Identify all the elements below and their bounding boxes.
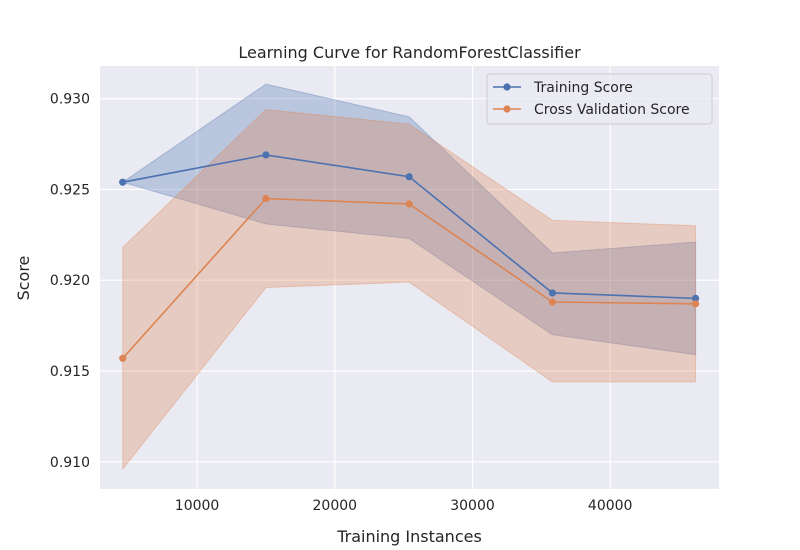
y-tick-label: 0.910	[50, 455, 90, 471]
chart-title: Learning Curve for RandomForestClassifie…	[238, 43, 581, 62]
cross-validation-score-point	[691, 300, 700, 308]
grid	[100, 66, 719, 489]
x-tick-label: 20000	[313, 498, 358, 514]
cross-validation-score-legend-marker	[503, 105, 511, 113]
x-tick-label: 30000	[450, 498, 495, 514]
training-score-point	[119, 178, 127, 186]
training-score-point	[691, 294, 700, 302]
y-tick-label: 0.930	[50, 92, 90, 108]
plot-background	[100, 66, 719, 489]
cross-validation-score-point	[119, 354, 127, 362]
cross-validation-score-point	[262, 194, 270, 203]
series-lines	[119, 151, 700, 362]
y-tick-labels: 0.910 0.915 0.920 0.925 0.930	[50, 92, 90, 471]
y-tick-label: 0.920	[50, 273, 90, 289]
cross-validation-score-legend-label: Cross Validation Score	[534, 102, 690, 118]
training-score-point	[262, 151, 270, 159]
x-tick-label: 10000	[175, 498, 220, 514]
y-axis-label: Score	[14, 256, 33, 301]
legend-box	[486, 73, 713, 125]
y-tick-label: 0.915	[50, 364, 90, 380]
cross-validation-score-point	[548, 298, 556, 306]
y-tick-label: 0.925	[50, 182, 90, 198]
cross-validation-score-point	[405, 200, 413, 208]
x-tick-labels: 10000 20000 30000 40000	[175, 498, 633, 514]
x-axis-label: Training Instances	[336, 527, 482, 546]
training-score-legend-label: Training Score	[533, 80, 633, 96]
training-score-legend-marker	[503, 83, 511, 91]
x-tick-label: 40000	[588, 498, 633, 514]
training-score-point	[548, 289, 556, 297]
legend: Training Score Cross Validation Score	[486, 73, 713, 125]
training-score-point	[405, 173, 413, 181]
